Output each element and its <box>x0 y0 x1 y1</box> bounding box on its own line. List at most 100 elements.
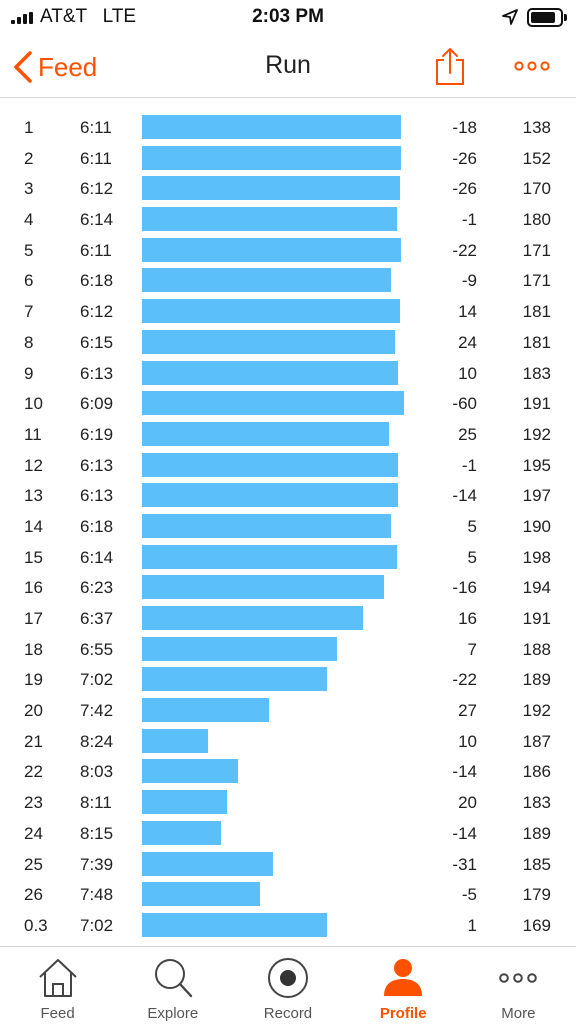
split-row: 1 6:11 -18 138 <box>0 112 576 143</box>
split-heart-rate: 183 <box>522 793 551 813</box>
back-button[interactable]: Feed <box>12 48 97 86</box>
split-elevation: -14 <box>452 823 477 843</box>
split-heart-rate: 170 <box>522 179 551 199</box>
split-row: 14 6:18 5 190 <box>0 511 576 542</box>
search-icon <box>154 959 192 998</box>
split-row: 24 8:15 -14 189 <box>0 818 576 849</box>
split-heart-rate: 188 <box>522 639 551 659</box>
split-row: 8 6:15 24 181 <box>0 327 576 358</box>
split-heart-rate: 191 <box>522 609 551 628</box>
split-row: 25 7:39 -31 185 <box>0 849 576 880</box>
pace-bar <box>142 575 384 600</box>
split-number: 18 <box>24 639 43 659</box>
pace-bar <box>142 790 227 815</box>
split-number: 9 <box>24 363 34 383</box>
pace-bar <box>142 299 400 324</box>
split-number: 13 <box>24 486 43 506</box>
split-heart-rate: 191 <box>522 394 551 414</box>
pace-bar <box>142 636 338 661</box>
split-elevation: -26 <box>452 148 477 168</box>
split-heart-rate: 180 <box>522 210 551 230</box>
tab-feed[interactable]: Feed <box>0 947 115 1024</box>
split-elevation: 27 <box>458 701 477 721</box>
split-elevation: -31 <box>452 854 477 874</box>
split-heart-rate: 192 <box>522 701 551 721</box>
record-icon <box>267 958 308 998</box>
split-heart-rate: 189 <box>522 823 551 843</box>
split-heart-rate: 169 <box>522 915 551 935</box>
split-pace: 6:11 <box>80 148 112 168</box>
tab-label: Record <box>263 1005 313 1022</box>
split-number: 25 <box>24 854 43 874</box>
splits-list: 1 6:11 -18 138 2 6:11 -26 152 3 6:12 -26 170 4 6:14 -1… <box>0 112 576 941</box>
pace-bar <box>142 728 208 753</box>
tab-profile[interactable]: Profile <box>346 947 461 1024</box>
split-number: 8 <box>24 332 34 352</box>
split-heart-rate: 179 <box>522 885 551 905</box>
tab-label: Explore <box>147 1005 199 1022</box>
split-pace: 6:11 <box>80 240 112 260</box>
chevron-left-icon <box>14 51 32 83</box>
split-pace: 6:13 <box>80 486 114 506</box>
pace-bar <box>142 115 402 139</box>
split-heart-rate: 195 <box>522 455 551 475</box>
split-row: 7 6:12 14 181 <box>0 296 576 327</box>
split-number: 12 <box>24 455 43 475</box>
tab-more[interactable]: More <box>461 947 576 1024</box>
split-number: 23 <box>24 793 43 813</box>
tab-explore[interactable]: Explore <box>115 947 230 1024</box>
split-row: 0.3 7:02 1 169 <box>0 910 576 941</box>
profile-icon <box>384 959 423 996</box>
split-pace: 6:23 <box>80 578 114 598</box>
split-pace: 6:12 <box>80 302 114 322</box>
split-heart-rate: 171 <box>522 271 551 291</box>
split-elevation: 16 <box>458 609 477 628</box>
split-pace: 7:02 <box>80 915 114 935</box>
split-pace: 6:13 <box>80 363 114 383</box>
split-number: 7 <box>24 302 34 322</box>
split-number: 5 <box>24 240 34 260</box>
pace-bar <box>142 268 391 293</box>
pace-bar <box>142 391 404 416</box>
split-row: 18 6:55 7 188 <box>0 634 576 665</box>
split-pace: 7:48 <box>80 885 114 905</box>
tab-bar: Feed Explore Record Profile More <box>0 946 576 1024</box>
split-elevation: 14 <box>458 302 477 322</box>
battery-fill <box>531 12 555 23</box>
pace-bar <box>142 606 364 630</box>
split-pace: 6:37 <box>80 609 114 628</box>
pace-bar <box>142 912 328 937</box>
split-elevation: 7 <box>467 639 477 659</box>
split-elevation: 5 <box>467 547 477 567</box>
split-elevation: -16 <box>452 578 477 598</box>
pace-bar <box>142 759 239 784</box>
split-elevation: -1 <box>461 210 477 230</box>
share-icon[interactable] <box>434 46 466 86</box>
more-options-icon[interactable] <box>514 54 550 78</box>
split-number: 11 <box>24 424 42 444</box>
pace-bar <box>142 145 402 170</box>
split-elevation: 5 <box>467 516 477 536</box>
split-elevation: 1 <box>467 915 477 935</box>
split-elevation: -26 <box>452 179 477 199</box>
split-row: 22 8:03 -14 186 <box>0 756 576 787</box>
split-row: 10 6:09 -60 191 <box>0 388 576 419</box>
split-row: 15 6:14 5 198 <box>0 542 576 573</box>
split-pace: 6:14 <box>80 210 114 230</box>
split-row: 12 6:13 -1 195 <box>0 450 576 481</box>
split-heart-rate: 171 <box>522 240 551 260</box>
split-elevation: 24 <box>458 332 477 352</box>
tab-record[interactable]: Record <box>230 947 345 1024</box>
pace-bar <box>142 237 402 262</box>
split-heart-rate: 138 <box>522 118 551 137</box>
battery-icon <box>527 8 563 27</box>
pace-bar <box>142 544 397 569</box>
split-heart-rate: 190 <box>522 516 551 536</box>
split-row: 17 6:37 16 191 <box>0 603 576 634</box>
split-heart-rate: 186 <box>522 762 551 782</box>
split-pace: 6:15 <box>80 332 114 352</box>
split-elevation: -1 <box>461 455 477 475</box>
location-arrow-icon <box>502 9 518 25</box>
split-number: 19 <box>24 670 43 690</box>
home-icon <box>38 959 77 997</box>
